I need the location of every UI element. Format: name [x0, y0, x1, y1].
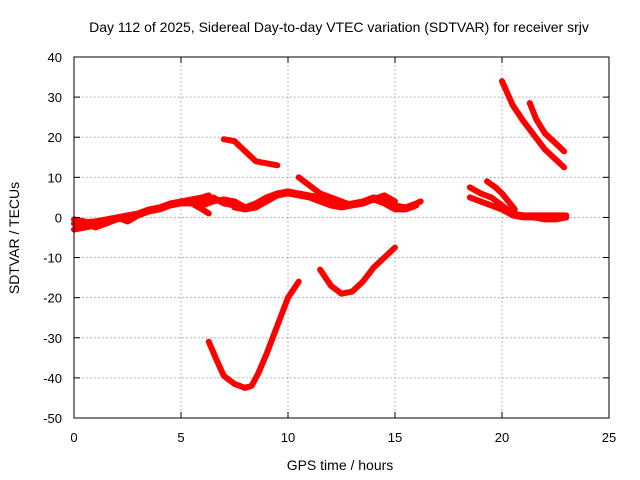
y-tick-label: -20: [43, 291, 62, 306]
x-tick-label: 15: [388, 430, 402, 445]
series-line-track-9: [317, 244, 398, 297]
y-tick-label: -40: [43, 371, 62, 386]
series-line-track-14: [484, 178, 518, 213]
x-tick-label: 25: [602, 430, 616, 445]
x-axis-label: GPS time / hours: [287, 457, 394, 473]
y-tick-label: -30: [43, 331, 62, 346]
grid: [74, 57, 609, 418]
y-tick-label: -50: [43, 411, 62, 426]
y-tick-label: 10: [48, 170, 62, 185]
series-line-track-13: [466, 194, 570, 223]
y-tick-label: -10: [43, 251, 62, 266]
x-tick-label: 10: [281, 430, 295, 445]
series-line-track-11: [526, 100, 568, 155]
chart-title: Day 112 of 2025, Sidereal Day-to-day VTE…: [89, 19, 589, 35]
series-line-track-10: [499, 78, 568, 171]
series-group: [71, 78, 570, 391]
plot-frame: [73, 56, 610, 419]
series-line-track-7: [220, 136, 281, 169]
y-tick-label: 0: [55, 210, 62, 225]
ticks: 0 5 10 15 20 25 -50 -40 -30 -20 -10 0 10 20 30 40: [43, 50, 616, 445]
series-line-track-6: [295, 174, 398, 209]
y-tick-label: 40: [48, 50, 62, 65]
x-tick-label: 0: [70, 430, 77, 445]
x-tick-label: 5: [177, 430, 184, 445]
x-tick-label: 20: [495, 430, 509, 445]
series-line-track-8: [205, 278, 302, 391]
y-tick-label: 30: [48, 90, 62, 105]
series-line-track-5: [231, 190, 420, 213]
y-tick-label: 20: [48, 130, 62, 145]
y-axis-label: SDTVAR / TECUs: [6, 182, 22, 294]
